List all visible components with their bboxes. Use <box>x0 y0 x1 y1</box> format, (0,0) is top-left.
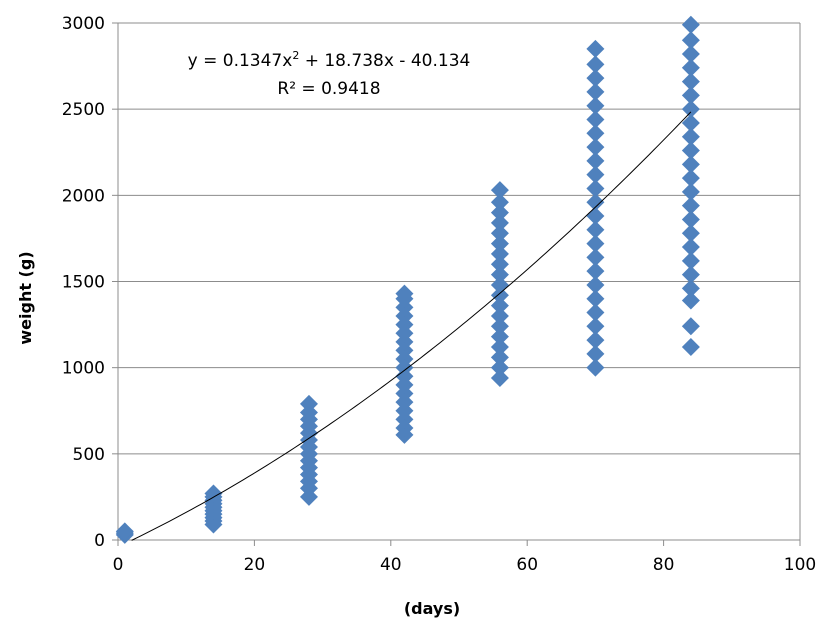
data-point <box>490 306 509 325</box>
data-points <box>115 15 700 544</box>
data-point <box>490 255 509 274</box>
data-point <box>681 291 700 310</box>
data-point <box>204 484 223 503</box>
data-point <box>681 72 700 91</box>
data-point <box>681 224 700 243</box>
data-point <box>490 234 509 253</box>
data-point <box>586 344 605 363</box>
data-point <box>681 196 700 215</box>
data-point <box>586 110 605 129</box>
data-point <box>681 279 700 298</box>
data-point <box>490 286 509 305</box>
data-point <box>586 220 605 239</box>
data-point <box>586 138 605 157</box>
x-tick-label: 40 <box>380 555 402 575</box>
data-point <box>490 337 509 356</box>
x-tick-label: 0 <box>113 555 124 575</box>
data-point <box>586 289 605 308</box>
data-point <box>681 210 700 229</box>
data-point <box>586 275 605 294</box>
data-point <box>490 358 509 377</box>
data-point <box>586 317 605 336</box>
data-point <box>490 213 509 232</box>
data-point <box>586 234 605 253</box>
data-point <box>681 317 700 336</box>
y-tick-label: 1000 <box>62 359 105 379</box>
data-point <box>586 193 605 212</box>
gridlines <box>118 22 801 540</box>
data-point <box>681 141 700 160</box>
data-point <box>490 296 509 315</box>
data-point <box>586 248 605 267</box>
data-point <box>586 179 605 198</box>
data-point <box>681 100 700 119</box>
data-point <box>586 124 605 143</box>
data-point <box>490 244 509 263</box>
data-point <box>681 182 700 201</box>
data-point <box>586 96 605 115</box>
data-point <box>586 69 605 88</box>
data-point <box>586 151 605 170</box>
y-tick-label: 500 <box>73 445 105 465</box>
data-point <box>681 155 700 174</box>
data-point <box>490 203 509 222</box>
y-tick-label: 2500 <box>62 100 105 120</box>
data-point <box>681 251 700 270</box>
data-point <box>490 193 509 212</box>
data-point <box>681 337 700 356</box>
data-point <box>681 58 700 77</box>
data-point <box>681 86 700 105</box>
data-point <box>681 31 700 50</box>
y-axis-title: weight (g) <box>16 251 35 344</box>
data-point <box>586 262 605 281</box>
data-point <box>586 55 605 74</box>
data-point <box>681 265 700 284</box>
y-tick-label: 0 <box>94 531 105 551</box>
data-point <box>681 127 700 146</box>
x-tick-label: 20 <box>244 555 266 575</box>
data-point <box>586 165 605 184</box>
x-tick-label: 100 <box>784 555 816 575</box>
data-point <box>490 348 509 367</box>
data-point <box>681 169 700 188</box>
data-point <box>490 369 509 388</box>
data-point <box>490 181 509 200</box>
data-point <box>490 265 509 284</box>
data-point <box>681 45 700 64</box>
data-point <box>586 358 605 377</box>
data-point <box>490 327 509 346</box>
data-point <box>395 284 414 303</box>
data-point <box>681 15 700 34</box>
r-squared-label: R² = 0.9418 <box>277 79 380 99</box>
data-point <box>586 82 605 101</box>
data-point <box>586 39 605 58</box>
data-point <box>299 394 318 413</box>
trendline-equation: y = 0.1347x2 + 18.738x - 40.134 <box>188 49 471 71</box>
axes <box>112 22 801 546</box>
trendline <box>131 111 692 541</box>
data-point <box>586 331 605 350</box>
y-tick-label: 3000 <box>62 14 105 34</box>
x-tick-label: 60 <box>516 555 538 575</box>
data-point <box>681 238 700 257</box>
tick-labels: 0 500 1000 1500 2000 2500 3000 0 20 40 60 80 100 <box>62 14 816 575</box>
data-point <box>115 522 134 541</box>
data-point <box>490 317 509 336</box>
data-point <box>681 113 700 132</box>
data-point <box>490 224 509 243</box>
y-tick-label: 1500 <box>62 273 105 293</box>
y-tick-label: 2000 <box>62 186 105 206</box>
x-tick-label: 80 <box>653 555 675 575</box>
x-axis-title: (days) <box>404 599 460 618</box>
data-point <box>586 303 605 322</box>
